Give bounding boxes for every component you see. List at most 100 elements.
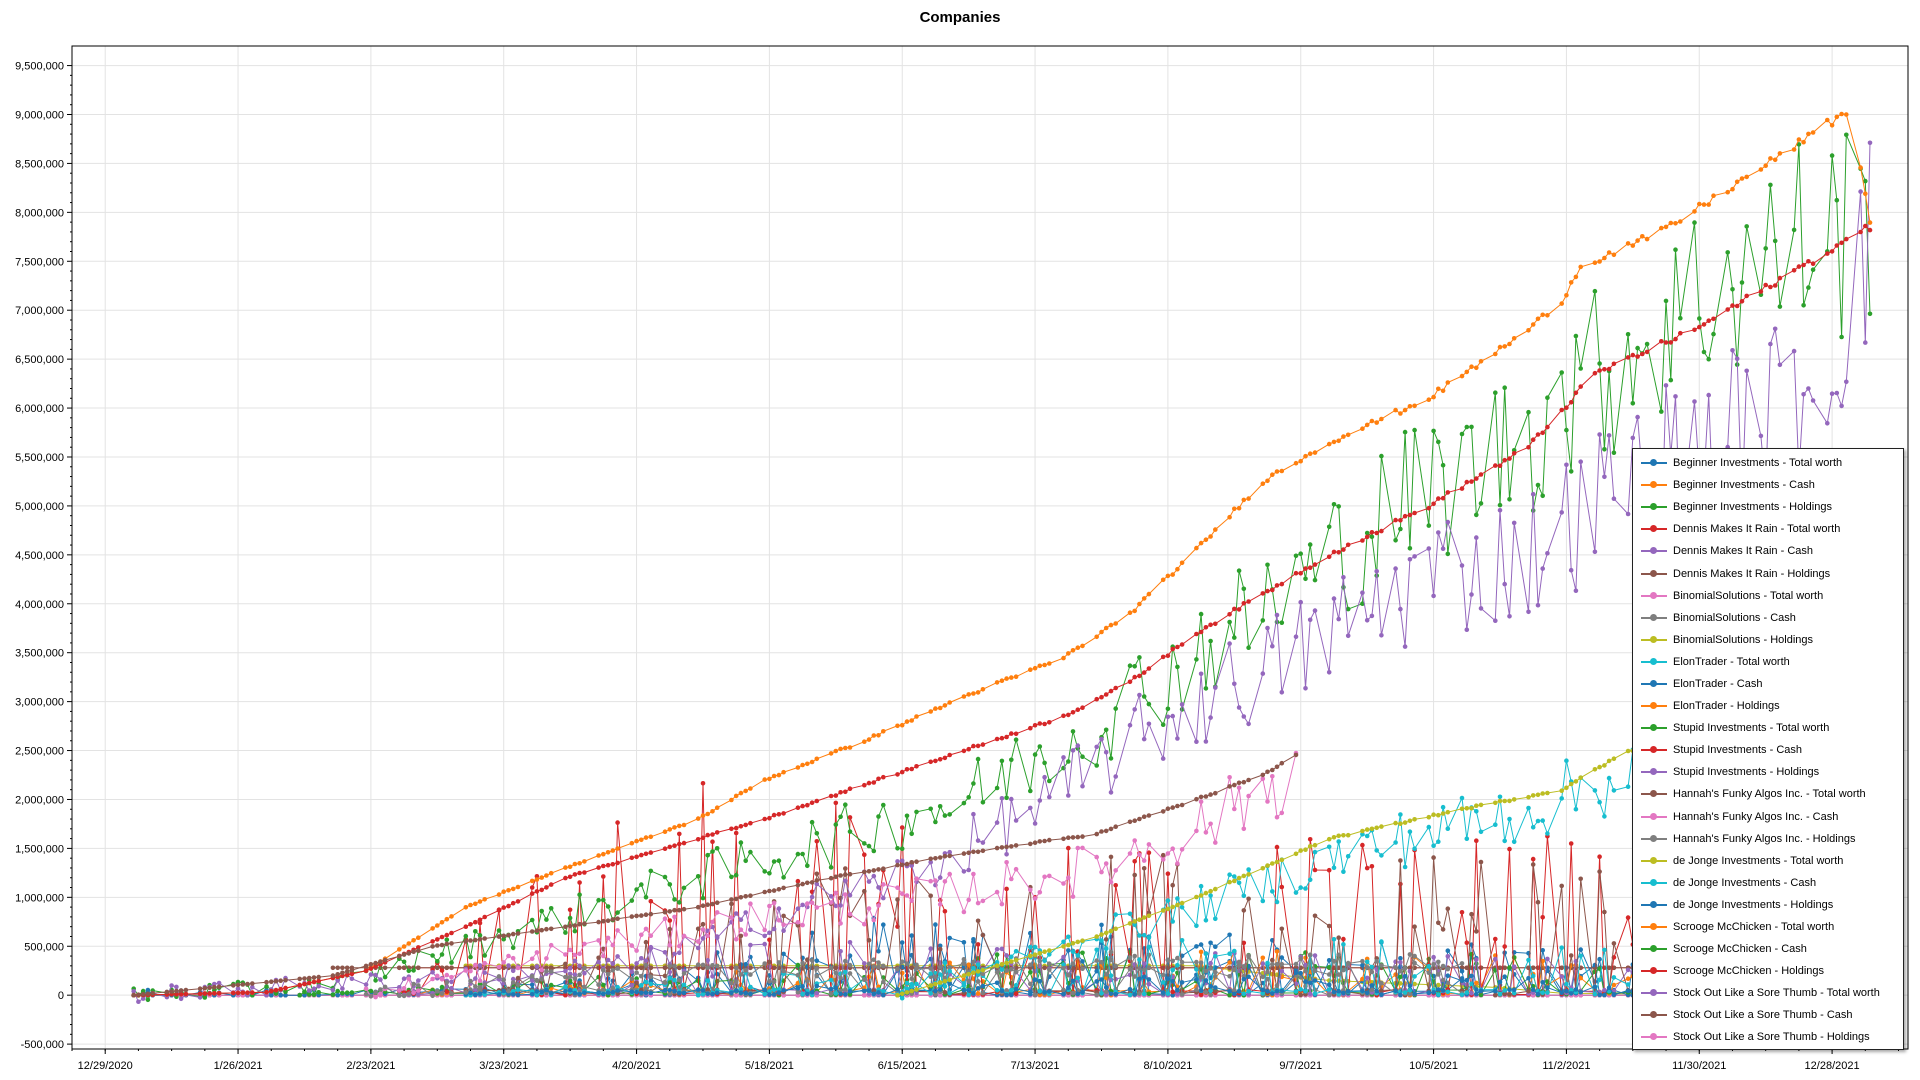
data-point (1564, 427, 1569, 433)
data-point (1426, 546, 1432, 551)
data-point (1042, 774, 1047, 780)
data-point (563, 968, 568, 974)
data-point (463, 968, 469, 973)
data-point (534, 964, 540, 969)
data-point (710, 974, 715, 979)
data-point (1545, 985, 1550, 990)
data-point (828, 991, 834, 996)
data-point (975, 918, 981, 924)
data-point (975, 991, 981, 996)
data-point (1175, 988, 1180, 993)
data-point (895, 885, 900, 890)
data-point (1246, 793, 1251, 799)
data-point (1474, 838, 1479, 843)
data-point (1032, 992, 1038, 998)
data-point (567, 978, 573, 984)
data-point (1137, 991, 1142, 996)
data-point (1047, 794, 1052, 800)
data-point (639, 983, 644, 988)
data-point (994, 889, 1000, 895)
data-point (1829, 391, 1835, 397)
data-point (1369, 534, 1375, 539)
data-point (1497, 965, 1503, 971)
data-point (1402, 644, 1408, 649)
data-point (1274, 844, 1280, 850)
data-point (615, 910, 620, 915)
data-point (1042, 760, 1047, 766)
data-point (1274, 988, 1280, 994)
data-point (1611, 982, 1617, 988)
y-tick-label: 7,500,000 (15, 256, 64, 268)
data-point (1493, 618, 1498, 623)
data-point (881, 882, 886, 887)
data-point (843, 866, 848, 871)
data-point (601, 874, 606, 879)
data-point (1094, 968, 1099, 974)
data-point (1701, 349, 1707, 355)
data-point (805, 863, 810, 869)
data-point (1146, 952, 1152, 958)
data-point (1478, 501, 1484, 506)
data-point (781, 951, 786, 957)
data-point (1564, 988, 1569, 994)
data-point (577, 951, 582, 957)
data-point (1393, 959, 1398, 964)
data-point (1379, 633, 1384, 638)
data-point (667, 918, 673, 923)
data-point (1146, 944, 1152, 950)
data-point (1758, 433, 1764, 439)
data-point (1474, 957, 1479, 962)
data-point (373, 994, 378, 1000)
data-point (1241, 976, 1247, 982)
data-point (1474, 991, 1479, 997)
data-point (980, 800, 986, 805)
data-point (1573, 588, 1579, 593)
data-point (1440, 462, 1446, 468)
data-point (596, 959, 601, 965)
data-point (1545, 956, 1550, 962)
data-point (975, 979, 981, 984)
data-point (738, 840, 744, 845)
data-point (1564, 462, 1569, 468)
data-point (1141, 736, 1147, 742)
data-point (477, 991, 483, 996)
data-point (1274, 983, 1280, 988)
data-point (662, 987, 668, 993)
data-point (1203, 686, 1209, 691)
data-point (748, 984, 753, 990)
data-point (933, 922, 938, 927)
data-point (1436, 439, 1441, 445)
data-point (340, 986, 345, 991)
data-point (999, 796, 1005, 801)
data-point (435, 965, 440, 971)
data-point (473, 976, 478, 981)
data-point (1360, 842, 1365, 848)
data-point (1502, 988, 1507, 993)
data-point (1099, 977, 1104, 982)
data-point (582, 970, 587, 976)
data-point (1644, 341, 1650, 347)
data-point (862, 888, 867, 894)
data-point (473, 929, 478, 934)
data-point (999, 901, 1005, 907)
data-point (548, 942, 554, 948)
data-point (961, 988, 967, 993)
data-point (1867, 140, 1873, 146)
data-point (1279, 810, 1285, 816)
data-point (1246, 896, 1251, 902)
data-point (809, 990, 815, 995)
data-point (643, 979, 649, 985)
data-point (1241, 826, 1247, 832)
data-point (980, 840, 986, 845)
data-point (1336, 935, 1341, 940)
data-point (1402, 974, 1408, 979)
data-point (1326, 982, 1332, 987)
data-point (971, 937, 976, 942)
data-point (743, 858, 748, 864)
data-point (1412, 991, 1417, 997)
data-point (548, 991, 554, 996)
data-point (1825, 421, 1830, 426)
data-point (1037, 744, 1043, 749)
data-point (781, 928, 786, 933)
data-point (937, 875, 943, 880)
